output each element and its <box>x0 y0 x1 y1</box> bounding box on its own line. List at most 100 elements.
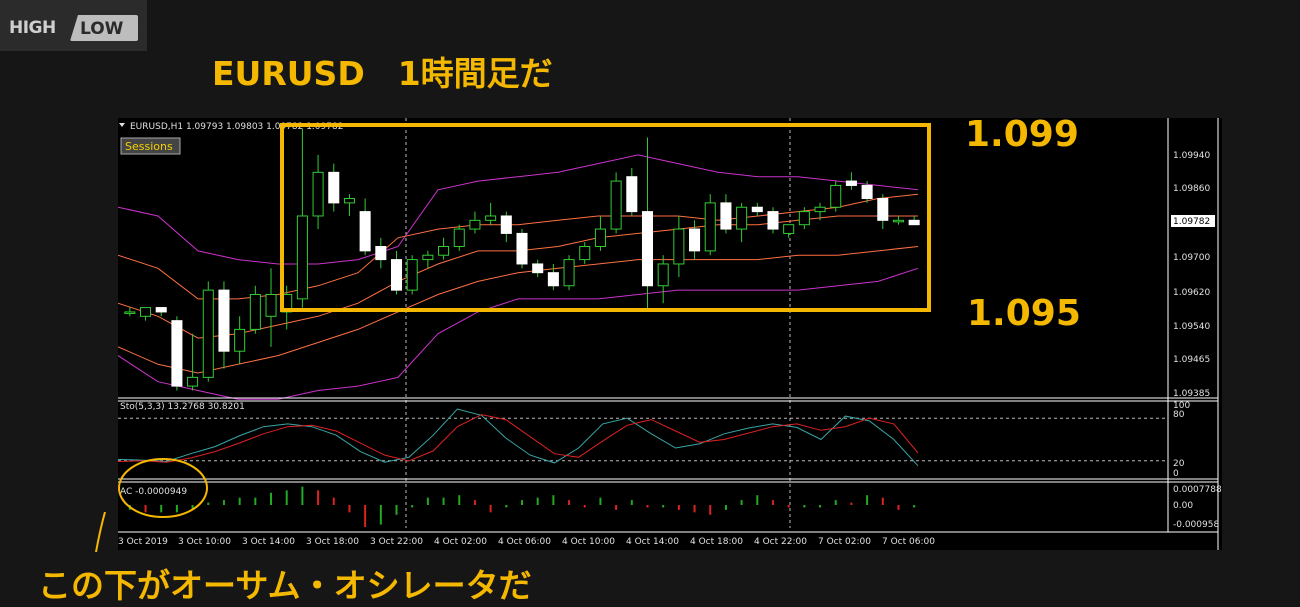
time-label: 4 Oct 10:00 <box>562 537 615 547</box>
stoch-tick: 80 <box>1173 410 1185 420</box>
ac-bar <box>207 502 210 505</box>
ac-bar <box>285 490 288 505</box>
top-price-annotation: 1.099 <box>965 114 1079 155</box>
ac-bar <box>191 505 194 510</box>
ac-bar <box>301 486 304 505</box>
ac-bar <box>238 497 241 505</box>
time-label: 3 Oct 18:00 <box>306 537 359 547</box>
ac-tick: 0.0007788 <box>1173 485 1222 495</box>
bollinger-line <box>118 154 919 265</box>
ac-bar <box>897 505 900 510</box>
candle-body <box>453 228 465 248</box>
ac-bar <box>270 492 273 505</box>
candle-body <box>720 202 732 230</box>
candle-body <box>579 246 591 261</box>
ac-bar <box>756 495 759 505</box>
candle-body <box>704 202 716 252</box>
candle-body <box>249 293 261 330</box>
ac-bar <box>787 505 790 508</box>
ac-bar <box>709 505 712 515</box>
ac-bar <box>834 500 837 505</box>
candle-body <box>892 219 904 223</box>
ac-bar <box>379 505 382 525</box>
price-tick: 1.09540 <box>1173 322 1210 332</box>
ac-bar <box>803 505 806 508</box>
sessions-button[interactable] <box>120 137 181 155</box>
stochastic-line <box>118 414 919 463</box>
candle-body <box>861 184 873 200</box>
candle-body <box>140 307 152 317</box>
ac-bar <box>489 505 492 513</box>
current-price-label: 1.09782 <box>1173 217 1210 227</box>
time-label: 3 Oct 10:00 <box>178 537 231 547</box>
candle-body <box>516 232 528 265</box>
candle-body <box>359 211 371 252</box>
logo-low-text: LOW <box>80 19 124 39</box>
ac-bar <box>348 505 351 513</box>
ac-panel <box>128 486 916 527</box>
candle-body <box>532 263 544 274</box>
logo-low-badge: LOW <box>70 15 138 41</box>
price-tick: 1.09860 <box>1173 184 1210 194</box>
candle-body <box>124 311 136 314</box>
stoch-tick: 100 <box>1173 401 1190 411</box>
candle-body <box>673 228 685 265</box>
ac-bar <box>160 505 163 513</box>
candle-body <box>390 259 403 291</box>
candle-body <box>312 171 324 217</box>
symbol-dropdown-icon[interactable] <box>119 123 125 127</box>
ac-bar <box>630 500 633 505</box>
ac-bar <box>144 505 147 513</box>
candle-body <box>767 211 779 230</box>
ac-bar <box>615 505 618 510</box>
ac-bar <box>364 505 367 527</box>
candle-body <box>563 259 575 287</box>
ac-bar <box>740 500 743 505</box>
ac-highlight-circle <box>118 458 208 518</box>
candle-body <box>343 198 355 204</box>
candle-body <box>610 180 622 230</box>
ac-bar <box>332 497 335 505</box>
bottom-note: この下がオーサム・オシレータだ <box>38 566 532 605</box>
candle-body <box>641 211 654 287</box>
candle-body <box>171 320 183 387</box>
candle-body <box>155 307 167 313</box>
ac-bar <box>411 505 414 508</box>
candle-body <box>783 224 795 234</box>
ac-bar <box>473 500 476 505</box>
ac-bar <box>317 490 320 505</box>
candle-body <box>908 219 920 226</box>
candle-body <box>469 219 481 230</box>
ac-tick: 0.00 <box>1173 501 1193 511</box>
trading-chart[interactable]: EURUSD,H1 1.09793 1.09803 1.09782 1.0978… <box>118 118 1222 550</box>
panel-frames <box>118 118 1219 550</box>
ac-bar <box>771 500 774 505</box>
ac-bar <box>521 500 523 505</box>
ac-bar <box>662 505 665 508</box>
ac-bar <box>505 505 508 508</box>
candle-body <box>485 215 497 221</box>
ac-bar <box>552 495 555 505</box>
candle-body <box>798 211 810 226</box>
main-chart-header: EURUSD,H1 1.09793 1.09803 1.09782 1.0978… <box>130 122 343 132</box>
stochastic-panel <box>118 408 1168 467</box>
candle-body <box>406 259 418 291</box>
candle-body <box>438 246 450 256</box>
candles <box>124 128 920 391</box>
candle-body <box>814 206 826 213</box>
stoch-tick: 20 <box>1173 459 1185 469</box>
candle-body <box>736 206 748 230</box>
ac-bar <box>458 495 461 505</box>
time-label: 7 Oct 06:00 <box>882 537 935 547</box>
ac-bar <box>426 497 429 505</box>
ac-bar <box>254 497 257 505</box>
highlow-logo: HIGH LOW <box>0 0 147 51</box>
candle-body <box>296 215 308 300</box>
price-tick: 1.09620 <box>1173 288 1210 298</box>
candle-body <box>234 328 246 352</box>
candle-body <box>657 263 669 287</box>
candle-body <box>547 272 559 287</box>
main-grid <box>405 118 791 528</box>
sessions-label: Sessions <box>125 140 173 153</box>
ac-bar <box>536 497 539 505</box>
